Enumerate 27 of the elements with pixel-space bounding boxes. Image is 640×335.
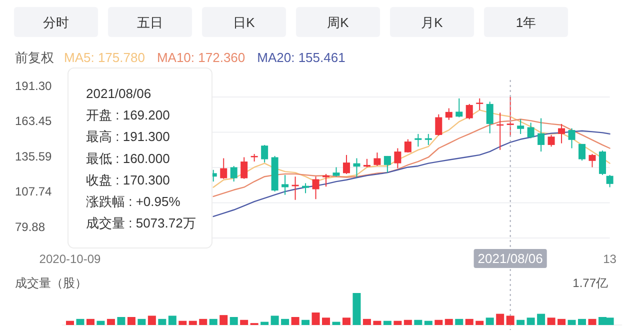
annotation: 最低 : 160.000 (86, 150, 170, 166)
x-tick-label: 2020-10-09 (39, 252, 102, 266)
legend-title: 前复权 (15, 50, 54, 65)
annotation: 收盘 : 170.300 (86, 172, 170, 188)
annotation: 成交量 : 5073.72万 (86, 216, 196, 231)
annotation: 涨跌幅 : +0.95% (86, 194, 181, 209)
annotation: 2021/08/06 (86, 86, 152, 101)
text: 1.77亿 (572, 276, 608, 290)
x-tick-label: 13 (603, 252, 617, 266)
text: 月K (421, 15, 444, 30)
y-tick-label: 135.59 (15, 150, 52, 164)
text: 日K (233, 15, 256, 30)
text: 分时 (43, 15, 69, 30)
annotation: 开盘 : 169.200 (86, 108, 170, 123)
text: 五日 (137, 15, 163, 30)
y-tick-label: 79.88 (15, 220, 46, 234)
text: 周K (327, 15, 350, 30)
x-tick-label: 2021/08/06 (478, 251, 543, 266)
text: MA20: 155.461 (257, 50, 346, 65)
y-axis-title: 成交量（股） (15, 276, 87, 290)
annotation: 最高 : 191.300 (86, 129, 170, 144)
y-tick-label: 107.74 (15, 184, 52, 199)
text: MA10: 172.360 (156, 50, 246, 65)
text: MA5: 175.780 (64, 50, 145, 65)
y-tick-label: 163.45 (15, 114, 52, 128)
text: 1年 (516, 15, 536, 30)
y-tick-label: 191.30 (15, 79, 52, 93)
